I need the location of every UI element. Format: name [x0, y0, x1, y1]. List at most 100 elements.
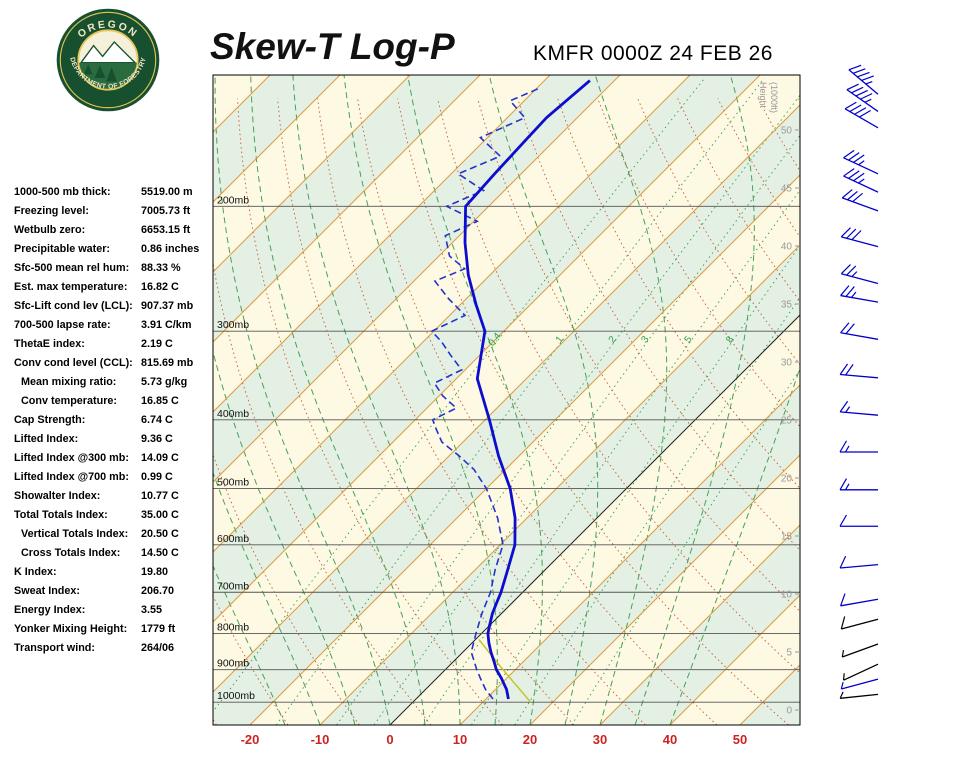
- index-label: Est. max temperature:: [14, 281, 128, 293]
- mixing-ratio-label: 1: [554, 334, 566, 345]
- wind-barb: [842, 663, 879, 681]
- wind-barb: [840, 593, 879, 607]
- temp-axis-label: 0: [386, 732, 393, 747]
- index-row: Vertical Totals Index: 20.50 C: [14, 528, 229, 547]
- wind-barb: [840, 264, 879, 285]
- wind-barb: [840, 616, 879, 630]
- index-label: Lifted Index:: [14, 433, 79, 445]
- index-value: 10.77 C: [141, 490, 179, 502]
- dry-adiabats: [213, 98, 800, 725]
- wind-barb: [840, 322, 879, 340]
- mixing-ratio-label: 3: [639, 334, 651, 345]
- height-label: 40: [781, 242, 793, 253]
- height-label: 0: [786, 706, 792, 717]
- wind-barb: [839, 691, 879, 699]
- pressure-label: 600mb: [217, 533, 249, 545]
- index-label: Lifted Index @700 mb:: [14, 471, 129, 483]
- height-axis-title-units: (1000ft): [769, 82, 779, 113]
- index-value: 16.82 C: [141, 281, 179, 293]
- height-label: 35: [781, 300, 793, 311]
- pressure-label: 500mb: [217, 477, 249, 489]
- height-label: 25: [781, 416, 793, 427]
- index-value: 9.36 C: [141, 433, 173, 445]
- height-label: 50: [781, 126, 793, 137]
- chart-border: [212, 74, 801, 726]
- index-label: Vertical Totals Index:: [21, 528, 129, 540]
- wind-barb: [846, 83, 879, 112]
- pressure-label: 1000mb: [217, 690, 255, 702]
- index-label: Conv temperature:: [21, 395, 117, 407]
- wind-barb: [839, 440, 878, 453]
- wind-barb: [840, 678, 879, 690]
- index-value: 19.80: [141, 566, 169, 578]
- pressure-label: 300mb: [217, 319, 249, 331]
- logo-forest: [79, 62, 137, 89]
- wind-barb: [840, 285, 879, 303]
- parcel-trace: [478, 639, 532, 703]
- wind-barb: [848, 64, 879, 95]
- mixing-ratio-lines: [213, 78, 800, 725]
- index-row: Freezing level: 7005.73 ft: [14, 205, 229, 224]
- isotherms: [213, 75, 800, 725]
- index-value: 2.19 C: [141, 338, 173, 350]
- temp-axis-label: 20: [523, 732, 537, 747]
- page-title: Skew-T Log-P: [210, 26, 455, 67]
- wind-barb: [844, 101, 879, 129]
- index-value: 206.70: [141, 585, 175, 597]
- temperature-trace: [463, 79, 591, 700]
- wind-barb: [843, 168, 879, 193]
- index-row: Sfc-Lift cond lev (LCL): 907.37 mb: [14, 300, 229, 319]
- height-axis-title: Height: [758, 82, 768, 109]
- index-row: K Index: 19.80: [14, 566, 229, 585]
- index-row: 1000-500 mb thick: 5519.00 m: [14, 186, 229, 205]
- index-value: 1779 ft: [141, 623, 176, 635]
- index-value: 6.74 C: [141, 414, 173, 426]
- wind-barb: [843, 149, 879, 175]
- index-row: Conv cond level (CCL): 815.69 mb: [14, 357, 229, 376]
- index-value: 0.86 inches: [141, 243, 200, 255]
- index-value: 16.85 C: [141, 395, 179, 407]
- index-row: Wetbulb zero: 6653.15 ft: [14, 224, 229, 243]
- index-label: Freezing level:: [14, 205, 90, 217]
- index-row: Mean mixing ratio: 5.73 g/kg: [14, 376, 229, 395]
- logo-gold-ring: [59, 11, 157, 109]
- index-row: Est. max temperature: 16.82 C: [14, 281, 229, 300]
- index-label: Cap Strength:: [14, 414, 86, 426]
- index-row: Showalter Index: 10.77 C: [14, 490, 229, 509]
- index-row: Lifted Index @700 mb: 0.99 C: [14, 471, 229, 490]
- index-label: Energy Index:: [14, 604, 86, 616]
- index-label: Sfc-Lift cond lev (LCL):: [14, 300, 133, 312]
- temp-axis-label: -10: [311, 732, 330, 747]
- wind-barb: [839, 514, 878, 527]
- index-value: 5.73 g/kg: [141, 376, 188, 388]
- temp-axis-labels: -20 -10 0 10 20 30 40 50: [241, 732, 748, 747]
- index-label: Transport wind:: [14, 642, 95, 654]
- mixing-ratio-label: 5: [682, 334, 694, 345]
- index-label: Showalter Index:: [14, 490, 101, 502]
- index-label: Lifted Index @300 mb:: [14, 452, 129, 464]
- index-label: Yonker Mixing Height:: [14, 623, 128, 635]
- wind-barb: [839, 400, 879, 416]
- height-label: 10: [781, 590, 793, 601]
- index-label: Total Totals Index:: [14, 509, 108, 521]
- wind-barb: [839, 363, 879, 379]
- odf-logo: OREGON DEPARTMENT OF FORESTRY: [56, 8, 160, 112]
- index-label: 1000-500 mb thick:: [14, 186, 111, 198]
- index-value: 815.69 mb: [141, 357, 194, 369]
- index-label: Wetbulb zero:: [14, 224, 86, 236]
- index-value: 3.55: [141, 604, 163, 616]
- pressure-label: 800mb: [217, 621, 249, 633]
- index-row: Yonker Mixing Height: 1779 ft: [14, 623, 229, 642]
- height-label: 30: [781, 358, 793, 369]
- index-label: ThetaE index:: [14, 338, 85, 350]
- pressure-label: 200mb: [217, 194, 249, 206]
- index-label: K Index:: [14, 566, 57, 578]
- temp-axis-label: 30: [593, 732, 607, 747]
- temp-axis-label: 10: [453, 732, 467, 747]
- pressure-labels: 200mb 300mb 400mb 500mb 600mb 700mb 800mb 900mb…: [217, 194, 255, 702]
- index-row: 700-500 lapse rate: 3.91 C/km: [14, 319, 229, 338]
- pressure-label: 900mb: [217, 658, 249, 670]
- height-label: 15: [781, 532, 793, 543]
